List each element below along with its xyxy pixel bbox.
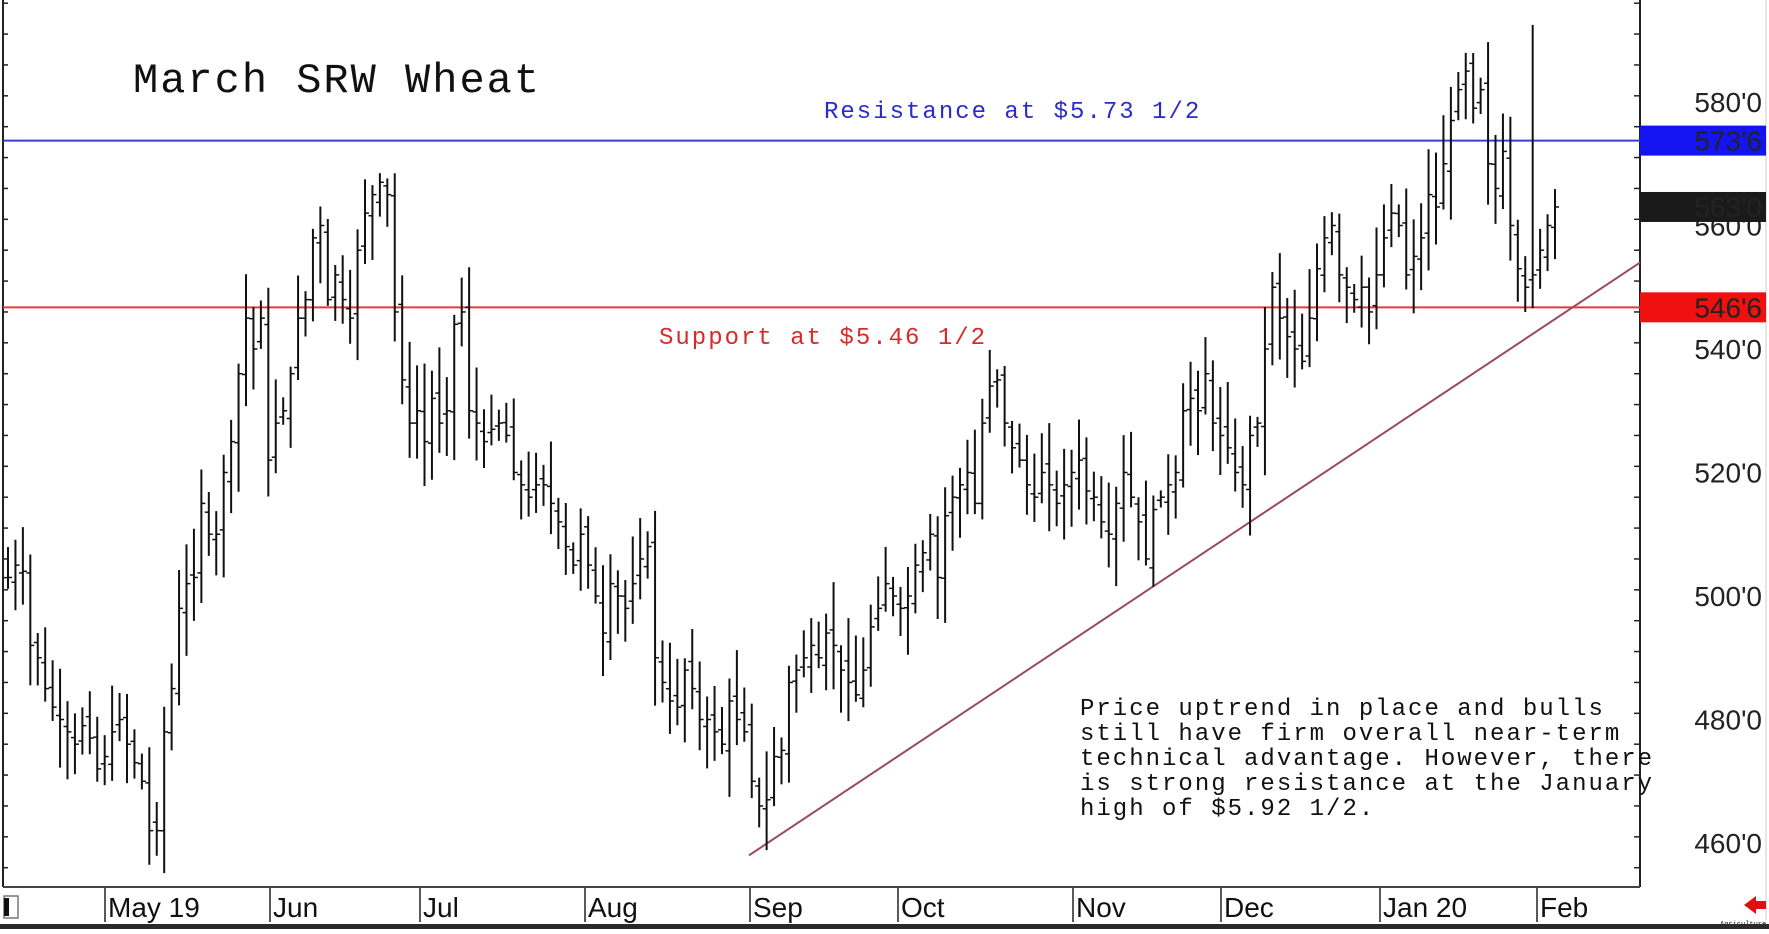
right-axis-ticks bbox=[1634, 2, 1640, 869]
y-tick-label: 540'0 bbox=[1694, 334, 1762, 365]
y-tick-label: 580'0 bbox=[1694, 87, 1762, 118]
x-tick-label: May 19 bbox=[108, 892, 200, 923]
window-bottom-bar bbox=[0, 924, 1769, 929]
svg-text:Price uptrend in place and bul: Price uptrend in place and bulls bbox=[1080, 696, 1605, 723]
x-tick-label: Jul bbox=[423, 892, 459, 923]
y-tick-label: 500'0 bbox=[1694, 581, 1762, 612]
x-tick-label: Dec bbox=[1224, 892, 1274, 923]
svg-text:573'6: 573'6 bbox=[1694, 126, 1762, 157]
y-tick-label: 460'0 bbox=[1694, 828, 1762, 859]
x-axis-labels: May 19 Jun Jul Aug Sep Oct Nov Dec Jan 20 Feb bbox=[104, 888, 1588, 923]
support-label: Support at $5.46 1/2 bbox=[659, 325, 987, 352]
x-tick-label: Feb bbox=[1540, 892, 1588, 923]
x-tick-label: Oct bbox=[901, 892, 945, 923]
svg-text:technical advantage. However,: technical advantage. However, there bbox=[1080, 746, 1654, 773]
resistance-price-marker: 573'6 bbox=[1640, 125, 1766, 157]
x-axis-strip bbox=[0, 888, 1640, 922]
x-tick-label: Aug bbox=[588, 892, 638, 923]
last-price-marker: 563'0 bbox=[1640, 191, 1766, 223]
uptrend-line bbox=[748, 261, 1641, 857]
scroll-handle-grip bbox=[4, 898, 9, 916]
nav-arrow-left-icon[interactable] bbox=[1744, 896, 1766, 914]
svg-text:high of $5.92 1/2.: high of $5.92 1/2. bbox=[1080, 796, 1375, 823]
x-tick-label: Nov bbox=[1076, 892, 1126, 923]
y-tick-label: 480'0 bbox=[1694, 705, 1762, 736]
ohlc-bars bbox=[4, 24, 1559, 874]
x-tick-label: Sep bbox=[753, 892, 803, 923]
x-tick-label: Jan 20 bbox=[1383, 892, 1467, 923]
svg-text:still have firm overall near-t: still have firm overall near-term bbox=[1080, 721, 1621, 748]
svg-text:563'0: 563'0 bbox=[1694, 192, 1762, 223]
svg-text:is strong resistance at the Ja: is strong resistance at the January bbox=[1080, 771, 1654, 798]
support-price-marker: 546'6 bbox=[1640, 292, 1766, 323]
resistance-label: Resistance at $5.73 1/2 bbox=[824, 99, 1201, 126]
svg-text:546'6: 546'6 bbox=[1694, 292, 1762, 323]
x-tick-label: Jun bbox=[273, 892, 318, 923]
y-tick-label: 520'0 bbox=[1694, 458, 1762, 489]
commentary-text: Price uptrend in place and bulls still h… bbox=[1080, 696, 1654, 823]
left-axis-ticks bbox=[3, 2, 8, 869]
chart-title: March SRW Wheat bbox=[133, 57, 541, 105]
